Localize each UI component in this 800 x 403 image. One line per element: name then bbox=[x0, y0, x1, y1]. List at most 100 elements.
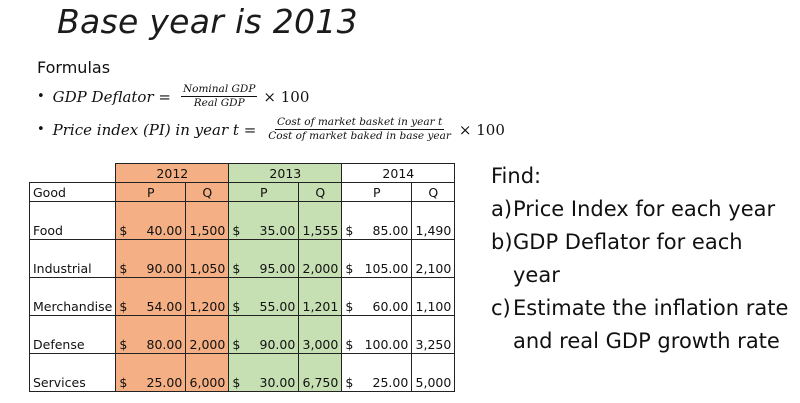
price-cell: $90.00 bbox=[228, 315, 300, 354]
price-cell: $40.00 bbox=[115, 201, 187, 240]
price-cell: $95.00 bbox=[228, 239, 300, 278]
price-cell: $105.00 bbox=[341, 239, 413, 278]
quantity-cell: 1,100 bbox=[411, 277, 456, 316]
price-value: 55.00 bbox=[259, 299, 296, 314]
list-item: b) GDP Deflator for each year bbox=[491, 226, 796, 292]
find-section: Find: a) Price Index for each year b) GD… bbox=[491, 160, 796, 358]
currency-symbol: $ bbox=[232, 375, 241, 390]
price-value: 105.00 bbox=[364, 261, 409, 276]
price-value: 100.00 bbox=[364, 337, 409, 352]
currency-symbol: $ bbox=[119, 261, 128, 276]
p-column-header: P bbox=[115, 182, 187, 202]
price-value: 95.00 bbox=[259, 261, 296, 276]
currency-symbol: $ bbox=[119, 337, 128, 352]
price-index-formula: • Price index (PI) in year t = Cost of m… bbox=[37, 116, 505, 143]
list-item: a) Price Index for each year bbox=[491, 193, 796, 226]
empty-corner bbox=[30, 164, 116, 183]
currency-symbol: $ bbox=[345, 299, 354, 314]
table-row: Industrial $90.00 1,050 $95.00 2,000 $10… bbox=[28, 239, 456, 278]
price-cell: $55.00 bbox=[228, 277, 300, 316]
bullet: • bbox=[37, 89, 45, 104]
currency-symbol: $ bbox=[345, 337, 354, 352]
formula-rhs: × 100 bbox=[458, 120, 505, 139]
quantity-cell: 6,000 bbox=[185, 353, 230, 392]
formula-lhs: GDP Deflator = bbox=[52, 87, 171, 106]
price-value: 90.00 bbox=[146, 261, 183, 276]
price-cell: $85.00 bbox=[341, 201, 413, 240]
quantity-cell: 2,100 bbox=[411, 239, 456, 278]
quantity-cell: 1,555 bbox=[298, 201, 343, 240]
table-row: Defense $80.00 2,000 $90.00 3,000 $100.0… bbox=[28, 315, 456, 354]
price-cell: $25.00 bbox=[341, 353, 413, 392]
formulas-label: Formulas bbox=[37, 58, 111, 77]
column-header-row: Good P Q P Q P Q bbox=[28, 182, 456, 202]
currency-symbol: $ bbox=[232, 299, 241, 314]
quantity-cell: 1,500 bbox=[185, 201, 230, 240]
good-cell: Merchandise bbox=[28, 277, 117, 316]
find-heading: Find: bbox=[491, 164, 542, 188]
table-row: Merchandise $54.00 1,200 $55.00 1,201 $6… bbox=[28, 277, 456, 316]
item-text: GDP Deflator for each year bbox=[513, 230, 743, 287]
price-value: 25.00 bbox=[372, 375, 409, 390]
good-cell: Services bbox=[28, 353, 117, 392]
table-row: Services $25.00 6,000 $30.00 6,750 $25.0… bbox=[28, 353, 456, 392]
formula-rhs: × 100 bbox=[263, 87, 310, 106]
price-value: 90.00 bbox=[259, 337, 296, 352]
price-cell: $80.00 bbox=[115, 315, 187, 354]
bullet: • bbox=[37, 122, 45, 137]
q-column-header: Q bbox=[411, 182, 456, 202]
price-value: 25.00 bbox=[146, 375, 183, 390]
formula-denominator: Cost of market baked in base year bbox=[268, 130, 451, 142]
formula-lhs: Price index (PI) in year t = bbox=[52, 120, 257, 139]
quantity-cell: 3,250 bbox=[411, 315, 456, 354]
price-cell: $30.00 bbox=[228, 353, 300, 392]
currency-symbol: $ bbox=[119, 375, 128, 390]
quantity-cell: 2,000 bbox=[298, 239, 343, 278]
table-row: Food $40.00 1,500 $35.00 1,555 $85.00 1,… bbox=[28, 201, 456, 240]
q-column-header: Q bbox=[185, 182, 230, 202]
price-cell: $54.00 bbox=[115, 277, 187, 316]
price-value: 30.00 bbox=[259, 375, 296, 390]
year-2012-header: 2012 bbox=[115, 163, 230, 183]
price-value: 40.00 bbox=[146, 223, 183, 238]
price-value: 80.00 bbox=[146, 337, 183, 352]
page-title: Base year is 2013 bbox=[57, 2, 358, 41]
formula-fraction: Nominal GDP Real GDP bbox=[180, 83, 258, 110]
currency-symbol: $ bbox=[119, 223, 128, 238]
year-2014-header: 2014 bbox=[341, 163, 456, 183]
price-cell: $90.00 bbox=[115, 239, 187, 278]
item-marker: b) bbox=[491, 230, 513, 254]
quantity-cell: 1,050 bbox=[185, 239, 230, 278]
quantity-cell: 5,000 bbox=[411, 353, 456, 392]
price-cell: $100.00 bbox=[341, 315, 413, 354]
quantity-cell: 3,000 bbox=[298, 315, 343, 354]
quantity-cell: 1,200 bbox=[185, 277, 230, 316]
quantity-cell: 2,000 bbox=[185, 315, 230, 354]
price-cell: $35.00 bbox=[228, 201, 300, 240]
good-cell: Food bbox=[28, 201, 117, 240]
price-value: 85.00 bbox=[372, 223, 409, 238]
currency-symbol: $ bbox=[345, 261, 354, 276]
price-cell: $60.00 bbox=[341, 277, 413, 316]
currency-symbol: $ bbox=[232, 223, 241, 238]
year-header-row: 2012 2013 2014 bbox=[30, 163, 456, 183]
list-item: c) Estimate the inflation rate and real … bbox=[491, 292, 796, 358]
currency-symbol: $ bbox=[232, 337, 241, 352]
price-value: 60.00 bbox=[372, 299, 409, 314]
formula-fraction: Cost of market basket in year t Cost of … bbox=[266, 116, 453, 143]
good-cell: Defense bbox=[28, 315, 117, 354]
price-value: 54.00 bbox=[146, 299, 183, 314]
gdp-deflator-formula: • GDP Deflator = Nominal GDP Real GDP × … bbox=[37, 83, 309, 110]
price-quantity-table: 2012 2013 2014 Good P Q P Q P Q Food $40… bbox=[28, 163, 456, 392]
good-cell: Industrial bbox=[28, 239, 117, 278]
currency-symbol: $ bbox=[345, 375, 354, 390]
quantity-cell: 1,490 bbox=[411, 201, 456, 240]
currency-symbol: $ bbox=[345, 223, 354, 238]
quantity-cell: 1,201 bbox=[298, 277, 343, 316]
formula-numerator: Cost of market basket in year t bbox=[275, 116, 445, 130]
q-column-header: Q bbox=[298, 182, 343, 202]
good-column-header: Good bbox=[28, 182, 117, 202]
currency-symbol: $ bbox=[119, 299, 128, 314]
p-column-header: P bbox=[228, 182, 300, 202]
quantity-cell: 6,750 bbox=[298, 353, 343, 392]
